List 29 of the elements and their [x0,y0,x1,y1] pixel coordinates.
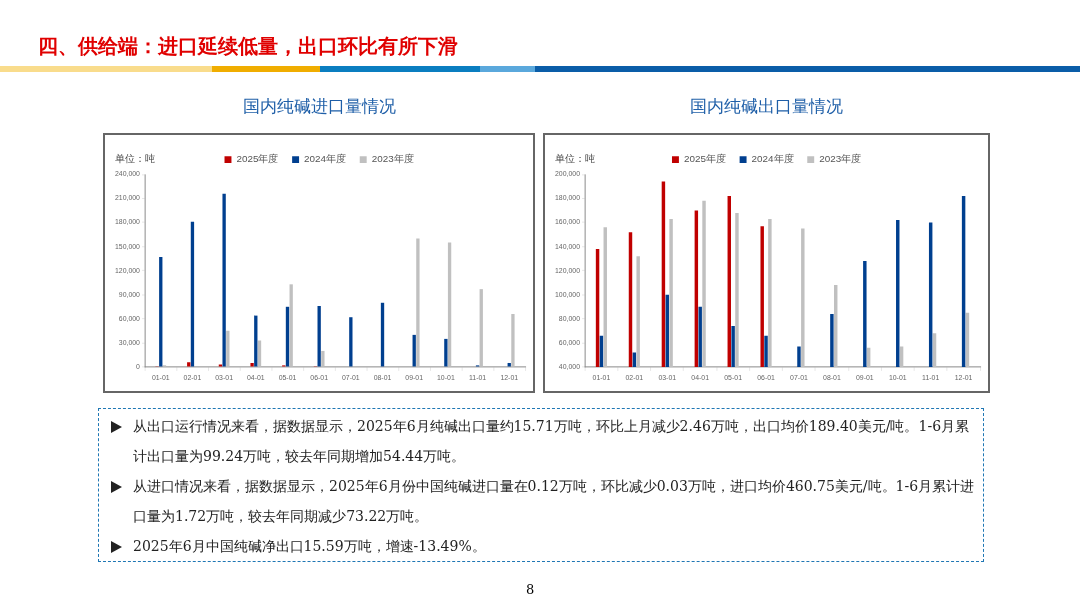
text: 2025年6月中国纯碱净出口15.59万吨，增速-13.49%。 [133,538,486,554]
chart-title: 国内纯碱进口量情况 [241,95,397,118]
bar [222,193,226,367]
bar [416,238,420,367]
bar [289,284,293,367]
legend-label: 2023年度 [819,153,862,165]
legend-label: 2024年度 [751,153,794,165]
text: 从进口情况来看，据数据显示，2025年6月份中国纯碱进口量在0.12万吨，环比减少0.03万吨，进口均价460.75美元/吨。1-6月累计进口量为1.72万吨，较去年同期减少73.22万吨。 [133,478,975,524]
bar [349,317,353,367]
bar [257,340,262,367]
y-axis-title: 单位：吨 [115,153,156,165]
text: 从出口运行情况来看，据数据显示，2025年6月纯碱出口量约15.71万吨，环比上月减少2.46万吨，出口均价189.40美元/吨。1-6月累计出口量为99.24万吨，较去年同期增加54.44万吨。 [133,418,970,464]
text: 8 [526,582,535,597]
bar [511,314,515,367]
legend-label: 2023年度 [371,153,414,165]
y-axis-title: 单位：吨 [555,153,596,165]
legend-label: 2025年度 [683,153,726,165]
chart-title: 国内纯碱出口量情况 [689,95,844,118]
bar [317,305,321,367]
bar [159,257,163,367]
bar [321,350,325,367]
text: 四、供给端：进口延续低量，出口环比有所下滑 [38,33,458,60]
bar [479,289,483,367]
bar [447,242,452,367]
bar [444,338,448,367]
legend-label: 2024年度 [304,153,347,165]
bar [190,221,195,367]
bar [250,362,254,367]
legend-label: 2025年度 [236,153,279,165]
